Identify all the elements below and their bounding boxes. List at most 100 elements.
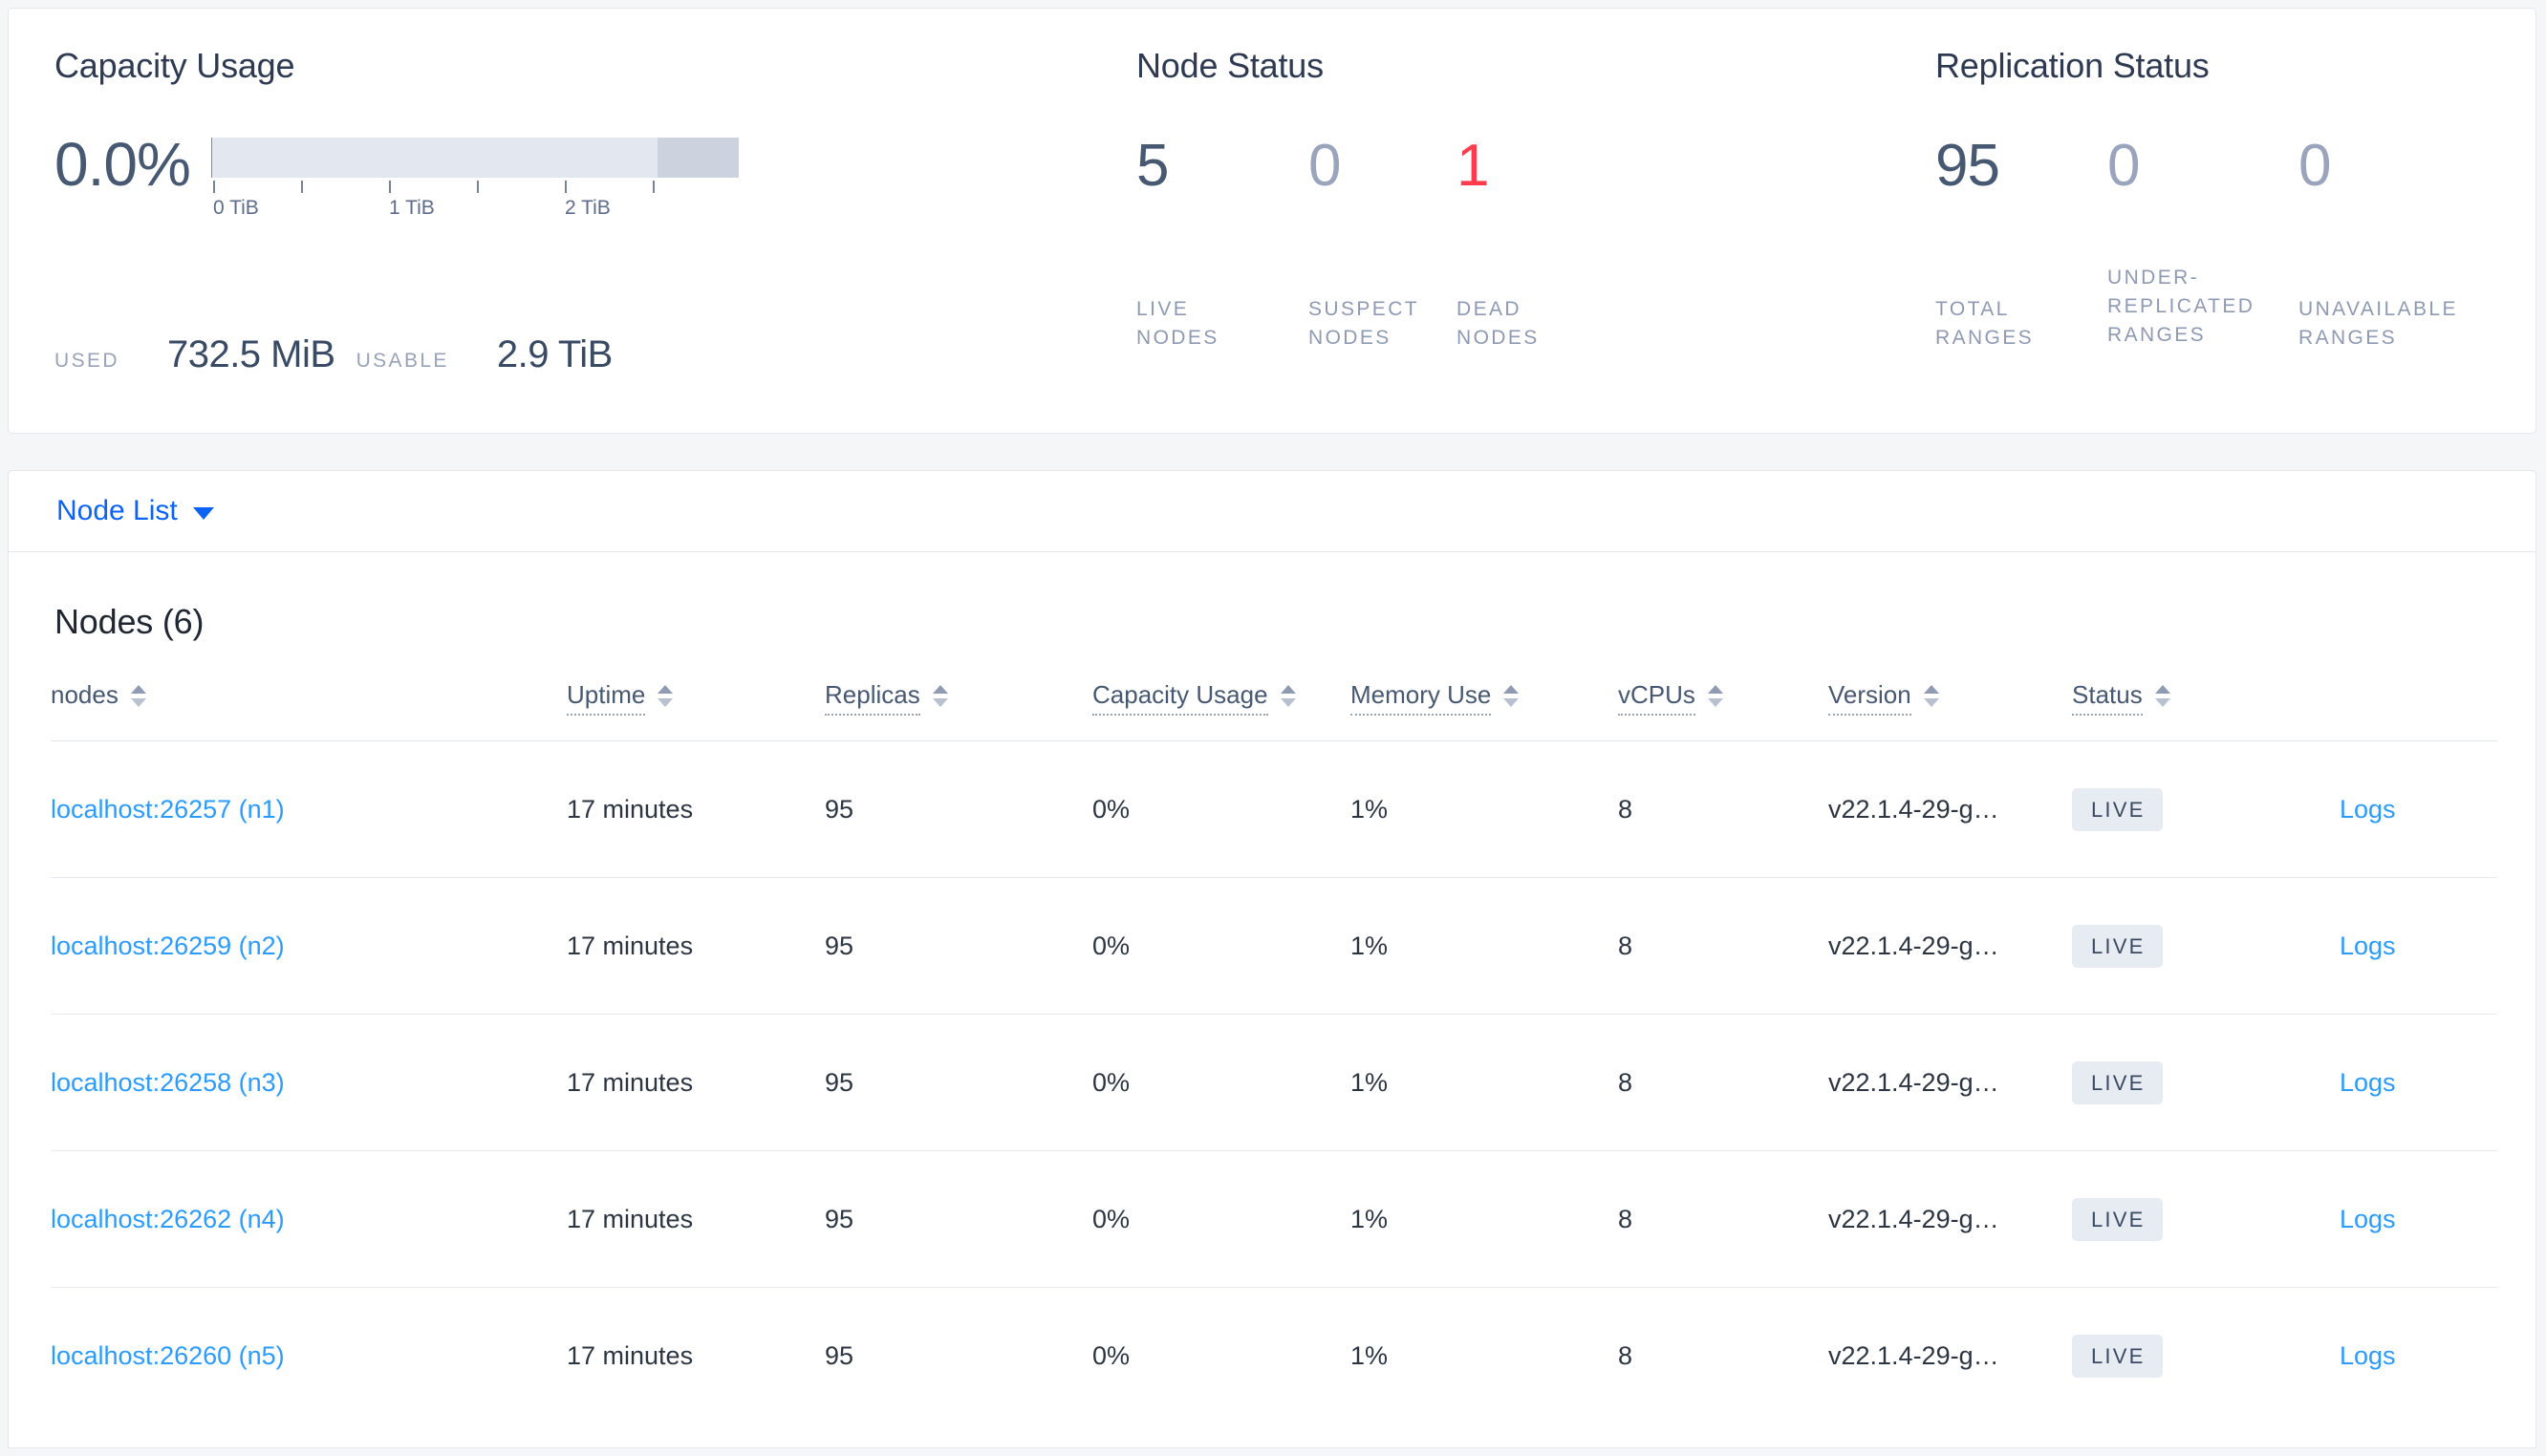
- column-header-memory-use[interactable]: Memory Use: [1350, 681, 1618, 741]
- cell-version: v22.1.4-29-g…: [1828, 1150, 2072, 1288]
- stat-dead-nodes: 1 DEAD NODES: [1456, 137, 1629, 350]
- column-header-version[interactable]: Version: [1828, 681, 2072, 741]
- sort-ascending-icon[interactable]: [932, 685, 948, 695]
- capacity-usage-percent: 0.0%: [54, 130, 191, 199]
- cell-replicas: 95: [825, 740, 1092, 878]
- node-link[interactable]: localhost:26262 (n4): [51, 1204, 285, 1233]
- cell-memory-use: 1%: [1350, 740, 1618, 878]
- status-badge: LIVE: [2072, 787, 2163, 831]
- sort-descending-icon[interactable]: [1503, 698, 1520, 708]
- column-header-actions: [2340, 682, 2497, 741]
- status-badge: LIVE: [2072, 1060, 2163, 1104]
- sort-descending-icon[interactable]: [130, 698, 146, 708]
- cell-replicas: 95: [825, 1150, 1092, 1288]
- node-link[interactable]: localhost:26257 (n1): [51, 794, 285, 824]
- sort-ascending-icon[interactable]: [2154, 685, 2170, 695]
- sort-descending-icon[interactable]: [2154, 698, 2170, 708]
- stat-under-replicated-ranges: 0 UNDER- REPLICATED RANGES: [2107, 133, 2298, 347]
- sort-arrows-icon[interactable]: [932, 685, 948, 708]
- axis-tick-mark: [476, 181, 479, 193]
- sort-ascending-icon[interactable]: [130, 685, 146, 695]
- node-status-title: Node Status: [1136, 46, 1324, 85]
- cell-logs: Logs: [2340, 1014, 2497, 1151]
- sort-arrows-icon[interactable]: [1707, 685, 1723, 708]
- cell-version: v22.1.4-29-g…: [1828, 1287, 2072, 1424]
- logs-link[interactable]: Logs: [2340, 1340, 2396, 1370]
- used-label: USED: [54, 350, 119, 372]
- node-list-dropdown[interactable]: Node List: [56, 495, 214, 527]
- axis-tick-mark: [212, 181, 215, 193]
- column-header-inner: Replicas: [825, 681, 948, 717]
- replication-status-stats: 95 TOTAL RANGES 0 UNDER- REPLICATED RANG…: [1935, 133, 2490, 350]
- cluster-summary-card: Capacity Usage 0.0% 0 TiB 1 TiB 2 TiB USED…: [8, 8, 2536, 434]
- node-link[interactable]: localhost:26258 (n3): [51, 1067, 285, 1097]
- cell-status: LIVE: [2072, 1287, 2340, 1424]
- sort-descending-icon[interactable]: [1280, 698, 1296, 708]
- cell-capacity-usage: 0%: [1092, 1287, 1350, 1424]
- axis-tick-mark: [388, 181, 391, 193]
- column-header-status[interactable]: Status: [2072, 681, 2340, 741]
- cell-status: LIVE: [2072, 1150, 2340, 1288]
- cell-logs: Logs: [2340, 877, 2497, 1015]
- cell-memory-use: 1%: [1350, 1287, 1618, 1424]
- cell-vcpus: 8: [1618, 877, 1828, 1015]
- sort-arrows-icon[interactable]: [2154, 685, 2170, 708]
- column-header-uptime[interactable]: Uptime: [567, 681, 825, 741]
- sort-descending-icon[interactable]: [932, 698, 948, 708]
- cell-version: v22.1.4-29-g…: [1828, 740, 2072, 878]
- sort-descending-icon[interactable]: [1923, 698, 1939, 708]
- cell-version: v22.1.4-29-g…: [1828, 877, 2072, 1015]
- node-status-stats: 5 LIVE NODES 0 SUSPECT NODES 1 DEAD NODE…: [1136, 133, 1629, 350]
- node-link[interactable]: localhost:26260 (n5): [51, 1340, 285, 1370]
- cell-vcpus: 8: [1618, 1014, 1828, 1151]
- sort-ascending-icon[interactable]: [658, 685, 674, 695]
- nodes-table-body: localhost:26257 (n1) 17 minutes 95 0% 1% 8 v22…: [51, 740, 2497, 1424]
- logs-link[interactable]: Logs: [2340, 794, 2396, 824]
- sort-arrows-icon[interactable]: [130, 685, 146, 708]
- cell-version: v22.1.4-29-g…: [1828, 1014, 2072, 1151]
- column-header-label: Uptime: [567, 681, 646, 717]
- capacity-usage-chart: 0 TiB 1 TiB 2 TiB: [210, 138, 739, 224]
- column-header-inner: nodes: [51, 681, 146, 716]
- axis-tick-mark: [564, 181, 567, 193]
- sort-ascending-icon[interactable]: [1923, 685, 1939, 695]
- cell-replicas: 95: [825, 877, 1092, 1015]
- cell-vcpus: 8: [1618, 1150, 1828, 1288]
- under-replicated-ranges-value: 0: [2107, 133, 2140, 199]
- sort-ascending-icon[interactable]: [1503, 685, 1520, 695]
- sort-descending-icon[interactable]: [1707, 698, 1723, 708]
- node-list-dropdown-label: Node List: [56, 495, 178, 526]
- axis-tick-label: 1 TiB: [388, 197, 435, 219]
- capacity-usage-bar-used: [210, 138, 212, 178]
- live-nodes-value: 5: [1136, 133, 1169, 199]
- status-badge: LIVE: [2072, 1197, 2163, 1241]
- status-badge: LIVE: [2072, 1334, 2163, 1378]
- sort-descending-icon[interactable]: [658, 698, 674, 708]
- column-header-capacity-usage[interactable]: Capacity Usage: [1092, 681, 1350, 741]
- cell-node: localhost:26259 (n2): [51, 877, 567, 1015]
- cell-vcpus: 8: [1618, 1287, 1828, 1424]
- live-nodes-label: LIVE NODES: [1136, 298, 1219, 349]
- cell-uptime: 17 minutes: [567, 1014, 825, 1151]
- unavailable-ranges-value: 0: [2298, 133, 2331, 199]
- column-header-inner: Capacity Usage: [1092, 681, 1296, 717]
- sort-arrows-icon[interactable]: [1503, 685, 1520, 708]
- sort-arrows-icon[interactable]: [1280, 685, 1296, 708]
- chevron-down-icon: [192, 506, 214, 520]
- sort-arrows-icon[interactable]: [1923, 685, 1939, 708]
- column-header-label: Replicas: [825, 681, 920, 717]
- logs-link[interactable]: Logs: [2340, 931, 2396, 960]
- column-header-nodes[interactable]: nodes: [51, 681, 567, 741]
- axis-tick-label: 0 TiB: [212, 197, 259, 219]
- dead-nodes-label: DEAD NODES: [1456, 298, 1540, 349]
- logs-link[interactable]: Logs: [2340, 1204, 2396, 1233]
- sort-ascending-icon[interactable]: [1707, 685, 1723, 695]
- node-link[interactable]: localhost:26259 (n2): [51, 931, 285, 960]
- column-header-replicas[interactable]: Replicas: [825, 681, 1092, 741]
- column-header-vcpus[interactable]: vCPUs: [1618, 681, 1828, 741]
- cell-uptime: 17 minutes: [567, 1150, 825, 1288]
- sort-ascending-icon[interactable]: [1280, 685, 1296, 695]
- capacity-usage-title: Capacity Usage: [54, 46, 295, 85]
- sort-arrows-icon[interactable]: [658, 685, 674, 708]
- logs-link[interactable]: Logs: [2340, 1067, 2396, 1097]
